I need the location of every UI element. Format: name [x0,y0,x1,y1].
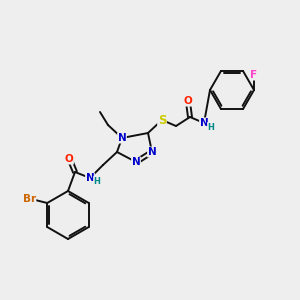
Text: Br: Br [23,194,36,204]
Text: F: F [250,70,258,80]
Text: N: N [132,157,140,167]
Text: N: N [148,147,156,157]
Text: H: H [208,122,214,131]
Text: N: N [85,173,94,183]
Text: S: S [158,113,166,127]
Text: N: N [200,118,208,128]
Text: O: O [64,154,74,164]
Text: N: N [118,133,126,143]
Text: H: H [94,176,100,185]
Text: O: O [184,96,192,106]
